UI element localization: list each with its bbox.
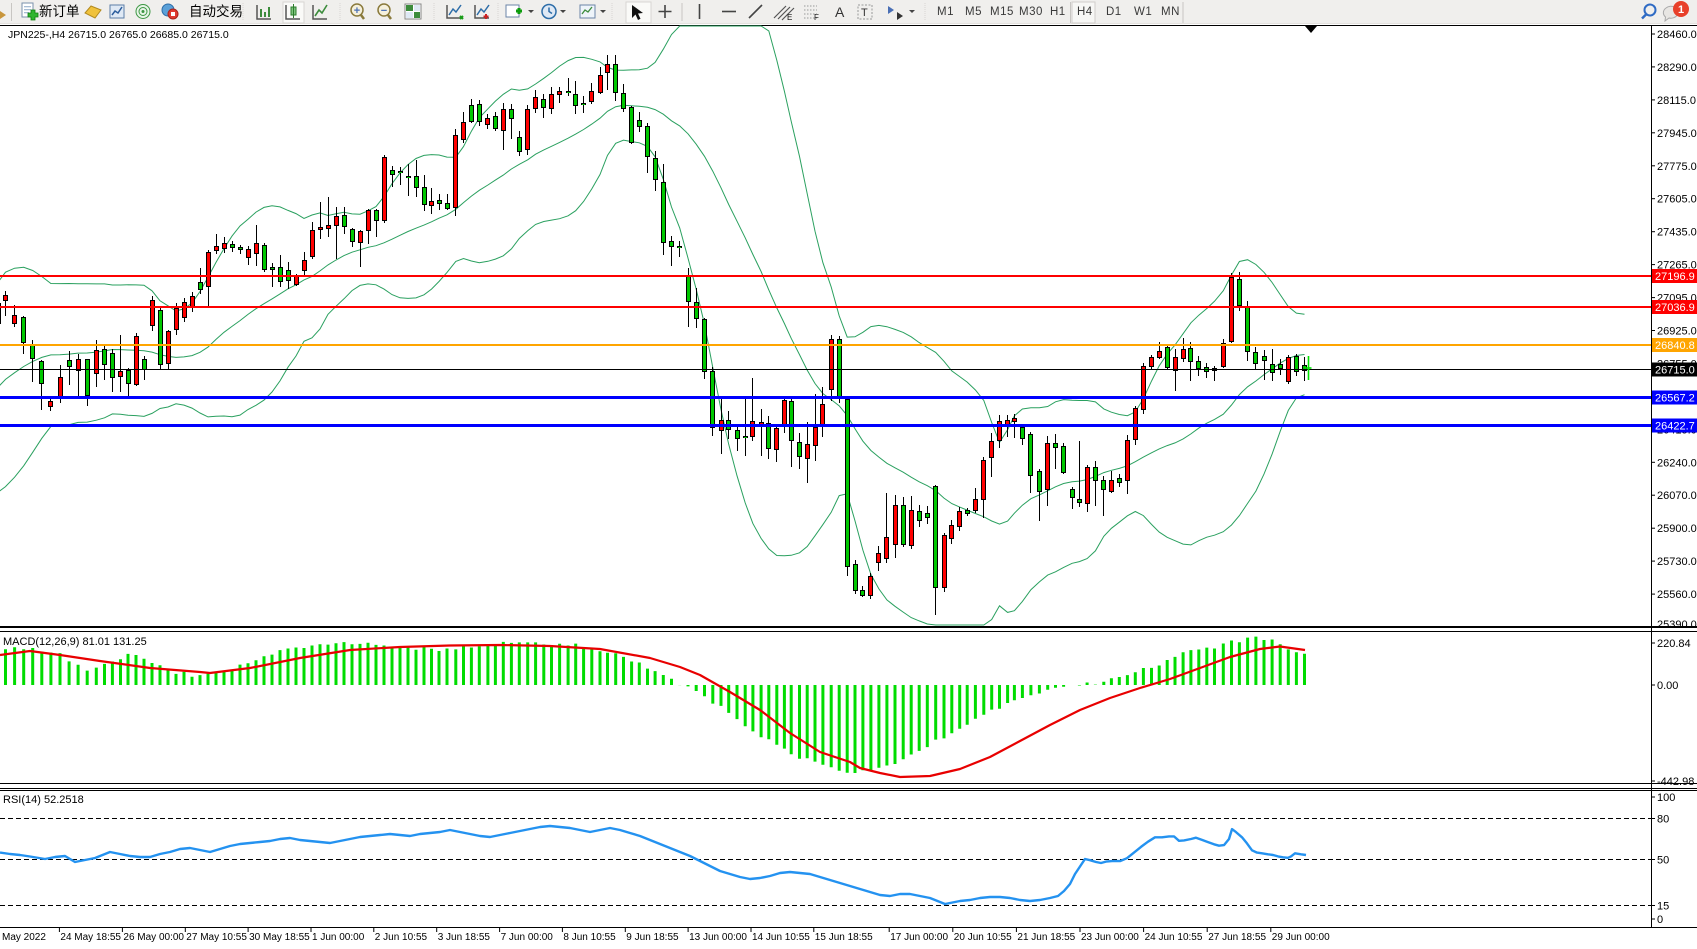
svg-text:24 May 18:55: 24 May 18:55 (60, 932, 121, 943)
svg-text:27435.0: 27435.0 (1657, 227, 1697, 239)
svg-text:1 Jun 00:00: 1 Jun 00:00 (312, 932, 365, 943)
svg-text:RSI(14) 52.2518: RSI(14) 52.2518 (3, 794, 84, 806)
svg-text:JPN225-,H4 26715.0 26765.0 26: JPN225-,H4 26715.0 26765.0 26685.0 26715… (8, 29, 229, 41)
svg-text:−: − (381, 5, 387, 17)
svg-text:A: A (835, 4, 845, 20)
svg-text:21 Jun 18:55: 21 Jun 18:55 (1017, 932, 1075, 943)
svg-text:27 Jun 18:55: 27 Jun 18:55 (1208, 932, 1266, 943)
svg-text:自动交易: 自动交易 (189, 3, 243, 19)
svg-text:9 Jun 18:55: 9 Jun 18:55 (626, 932, 679, 943)
svg-text:26 May 00:00: 26 May 00:00 (123, 932, 184, 943)
svg-text:May 2022: May 2022 (2, 932, 46, 943)
svg-text:220.84: 220.84 (1657, 638, 1691, 650)
svg-text:25560.0: 25560.0 (1657, 589, 1697, 601)
svg-text:13 Jun 00:00: 13 Jun 00:00 (689, 932, 747, 943)
svg-text:0.00: 0.00 (1657, 680, 1678, 692)
svg-text:27036.9: 27036.9 (1655, 302, 1695, 314)
svg-text:26422.7: 26422.7 (1655, 421, 1695, 433)
svg-text:17 Jun 00:00: 17 Jun 00:00 (890, 932, 948, 943)
svg-text:新订单: 新订单 (39, 4, 80, 19)
svg-text:28460.0: 28460.0 (1657, 29, 1697, 41)
svg-text:26840.8: 26840.8 (1655, 340, 1695, 352)
svg-text:25730.0: 25730.0 (1657, 556, 1697, 568)
svg-text:MACD(12,26,9) 81.01 131.25: MACD(12,26,9) 81.01 131.25 (3, 636, 147, 648)
svg-text:23 Jun 00:00: 23 Jun 00:00 (1081, 932, 1139, 943)
svg-text:24 Jun 10:55: 24 Jun 10:55 (1145, 932, 1203, 943)
svg-text:15 Jun 18:55: 15 Jun 18:55 (815, 932, 873, 943)
svg-text:1: 1 (1678, 4, 1684, 16)
svg-text:26925.0: 26925.0 (1657, 326, 1697, 338)
svg-text:E: E (787, 13, 792, 22)
svg-text:29 Jun 00:00: 29 Jun 00:00 (1272, 932, 1330, 943)
svg-text:26567.2: 26567.2 (1655, 393, 1695, 405)
svg-text:80: 80 (1657, 814, 1669, 826)
svg-text:25900.0: 25900.0 (1657, 523, 1697, 535)
svg-text:100: 100 (1657, 792, 1675, 804)
svg-text:8 Jun 10:55: 8 Jun 10:55 (563, 932, 616, 943)
svg-text:25390.0: 25390.0 (1657, 619, 1697, 631)
svg-text:+: + (354, 5, 360, 17)
svg-text:30 May 18:55: 30 May 18:55 (249, 932, 310, 943)
svg-text:T: T (861, 7, 868, 19)
svg-text:14 Jun 10:55: 14 Jun 10:55 (752, 932, 810, 943)
svg-text:27 May 10:55: 27 May 10:55 (186, 932, 247, 943)
svg-text:28290.0: 28290.0 (1657, 62, 1697, 74)
svg-text:27605.0: 27605.0 (1657, 194, 1697, 206)
svg-text:20 Jun 10:55: 20 Jun 10:55 (954, 932, 1012, 943)
svg-text:-442.98: -442.98 (1657, 776, 1694, 788)
svg-text:7 Jun 00:00: 7 Jun 00:00 (501, 932, 554, 943)
svg-text:27265.0: 27265.0 (1657, 260, 1697, 272)
svg-text:26715.0: 26715.0 (1655, 365, 1695, 377)
svg-text:27945.0: 27945.0 (1657, 128, 1697, 140)
svg-text:28115.0: 28115.0 (1657, 95, 1696, 107)
svg-text:0: 0 (1657, 914, 1663, 926)
svg-text:3 Jun 18:55: 3 Jun 18:55 (438, 932, 491, 943)
svg-text:26240.0: 26240.0 (1657, 457, 1697, 469)
svg-text:F: F (814, 13, 819, 22)
svg-text:27775.0: 27775.0 (1657, 161, 1697, 173)
svg-text:50: 50 (1657, 855, 1669, 867)
svg-text:15: 15 (1657, 901, 1669, 913)
svg-text:26070.0: 26070.0 (1657, 490, 1697, 502)
svg-text:27196.9: 27196.9 (1655, 271, 1695, 283)
svg-text:2 Jun 10:55: 2 Jun 10:55 (375, 932, 428, 943)
